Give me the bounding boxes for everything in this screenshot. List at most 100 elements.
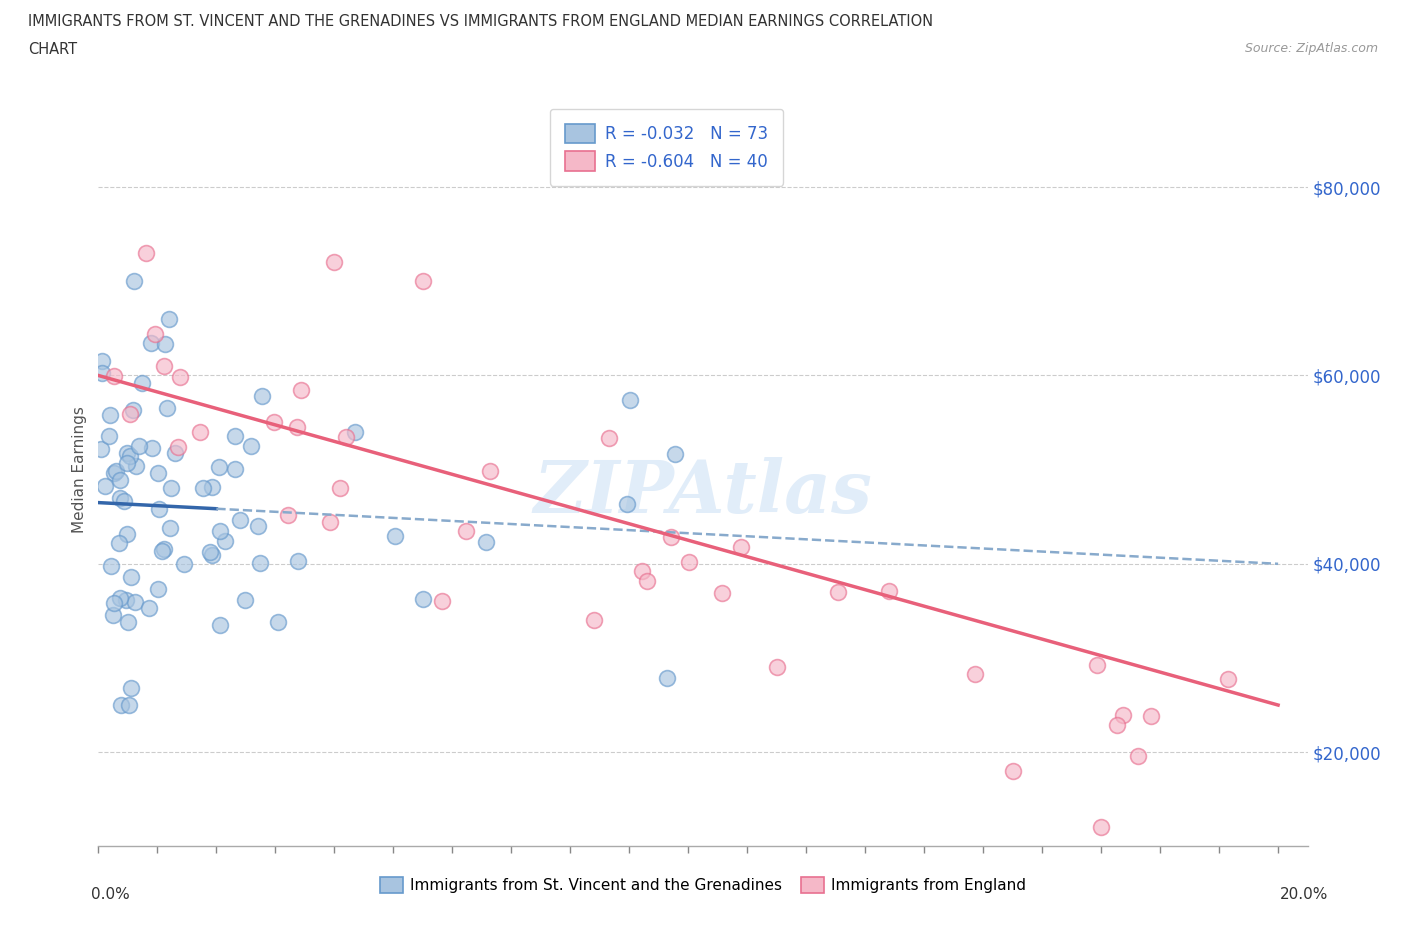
Point [239, 439, 262, 454]
Legend: R = -0.032   N = 73, R = -0.604   N = 40: R = -0.032 N = 73, R = -0.604 N = 40 [550, 109, 783, 186]
Point [148, 466, 170, 481]
Point [108, 536, 131, 551]
Point [145, 326, 167, 341]
Point [118, 698, 141, 712]
Point [616, 497, 638, 512]
Point [122, 403, 145, 418]
Point [159, 521, 181, 536]
Point [108, 491, 131, 506]
Y-axis label: Median Earnings: Median Earnings [72, 406, 87, 533]
Point [263, 415, 285, 430]
Point [287, 553, 309, 568]
Point [150, 543, 173, 558]
Point [412, 591, 434, 606]
Point [117, 456, 139, 471]
Point [678, 555, 700, 570]
Point [103, 596, 125, 611]
Point [323, 255, 346, 270]
Point [90, 442, 112, 457]
Point [250, 389, 273, 404]
Point [711, 586, 734, 601]
Point [103, 368, 125, 383]
Point [207, 460, 229, 475]
Point [117, 615, 139, 630]
Point [344, 424, 367, 439]
Point [1001, 764, 1024, 778]
Point [335, 430, 357, 445]
Point [91, 353, 114, 368]
Point [1112, 708, 1135, 723]
Point [229, 512, 252, 527]
Point [157, 312, 180, 326]
Point [827, 584, 849, 599]
Legend: Immigrants from St. Vincent and the Grenadines, Immigrants from England: Immigrants from St. Vincent and the Gren… [374, 870, 1032, 899]
Point [249, 555, 271, 570]
Point [1128, 748, 1150, 763]
Point [1090, 820, 1112, 835]
Point [110, 590, 132, 604]
Point [115, 445, 138, 460]
Point [319, 514, 342, 529]
Point [169, 369, 191, 384]
Point [384, 528, 406, 543]
Point [430, 593, 453, 608]
Point [173, 556, 195, 571]
Point [224, 461, 246, 476]
Point [138, 601, 160, 616]
Point [659, 530, 682, 545]
Point [124, 595, 146, 610]
Point [877, 584, 900, 599]
Point [290, 382, 312, 397]
Point [636, 574, 658, 589]
Point [115, 526, 138, 541]
Point [631, 564, 654, 578]
Point [965, 667, 987, 682]
Point [619, 392, 641, 407]
Point [110, 698, 132, 712]
Point [200, 545, 222, 560]
Point [224, 429, 246, 444]
Point [114, 592, 136, 607]
Point [730, 540, 752, 555]
Point [94, 478, 117, 493]
Point [146, 581, 169, 596]
Point [105, 464, 128, 479]
Point [101, 608, 124, 623]
Point [100, 558, 122, 573]
Point [120, 569, 142, 584]
Point [475, 535, 498, 550]
Point [582, 613, 605, 628]
Point [208, 524, 231, 538]
Point [131, 376, 153, 391]
Point [191, 480, 214, 495]
Point [141, 441, 163, 456]
Point [1085, 658, 1108, 672]
Point [478, 463, 501, 478]
Point [152, 358, 174, 373]
Text: IMMIGRANTS FROM ST. VINCENT AND THE GRENADINES VS IMMIGRANTS FROM ENGLAND MEDIAN: IMMIGRANTS FROM ST. VINCENT AND THE GREN… [28, 14, 934, 29]
Point [112, 494, 135, 509]
Point [209, 618, 232, 632]
Point [200, 548, 222, 563]
Point [214, 534, 236, 549]
Point [188, 425, 211, 440]
Point [110, 473, 132, 488]
Point [160, 480, 183, 495]
Point [103, 466, 125, 481]
Point [165, 446, 187, 461]
Point [156, 401, 179, 416]
Point [148, 502, 170, 517]
Point [233, 592, 256, 607]
Point [267, 614, 290, 629]
Point [125, 458, 148, 473]
Point [664, 446, 686, 461]
Point [277, 507, 299, 522]
Point [201, 480, 224, 495]
Point [454, 524, 477, 538]
Point [766, 659, 789, 674]
Point [118, 406, 141, 421]
Point [122, 274, 145, 289]
Point [285, 420, 308, 435]
Point [120, 681, 142, 696]
Point [98, 429, 121, 444]
